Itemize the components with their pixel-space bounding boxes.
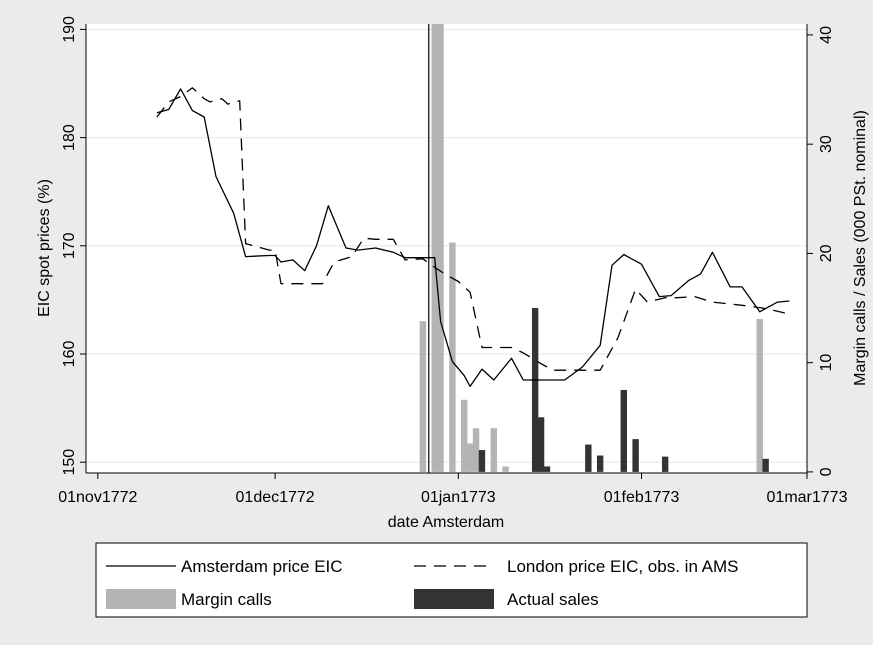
legend-label-london: London price EIC, obs. in AMS: [507, 557, 739, 576]
bar-margin-calls: [449, 242, 456, 472]
right-y-axis-title: Margin calls / Sales (000 PSt. nominal): [852, 110, 869, 386]
line-layer: [156, 87, 790, 388]
bar-actual-sales: [596, 455, 604, 472]
x-tick-label: 01feb1773: [604, 489, 680, 506]
bar-margin-calls: [756, 318, 763, 472]
bar-actual-sales: [620, 389, 627, 472]
y-left-tick-label: 160: [61, 341, 78, 368]
legend-swatch-actual-sales: [414, 589, 494, 609]
left-y-axis-title: EIC spot prices (%): [36, 179, 53, 317]
bar-margin-calls: [461, 399, 468, 472]
bar-actual-sales: [478, 450, 486, 472]
legend-swatch-margin-calls: [106, 589, 176, 609]
legend-label-actual-sales: Actual sales: [507, 590, 599, 609]
bar-actual-sales: [531, 308, 539, 472]
x-tick-label: 01nov1772: [58, 489, 137, 506]
x-tick-label: 01jan1773: [421, 489, 496, 506]
legend-label-margin-calls: Margin calls: [181, 590, 272, 609]
x-axis-title: date Amsterdam: [388, 514, 505, 531]
plot-area: [86, 24, 807, 473]
y-right-tick-label: 20: [818, 244, 835, 262]
bar-actual-sales: [661, 456, 669, 472]
bar-layer: [419, 24, 769, 472]
bar-actual-sales: [543, 466, 551, 472]
bar-margin-calls: [437, 24, 444, 472]
x-tick-label: 01mar1773: [767, 489, 848, 506]
bar-margin-calls: [419, 321, 427, 472]
bar-margin-calls: [431, 24, 438, 472]
bar-actual-sales: [585, 444, 592, 472]
y-left-tick-label: 180: [61, 124, 78, 151]
axes: [80, 24, 813, 479]
bar-actual-sales: [632, 439, 639, 472]
bar-margin-calls: [466, 443, 474, 472]
y-right-tick-label: 40: [818, 26, 835, 44]
bar-actual-sales: [537, 417, 545, 472]
gridlines: [86, 28, 807, 463]
bar-margin-calls: [502, 466, 509, 472]
bar-actual-sales: [762, 458, 769, 472]
left-y-tick-labels: 150 160 170 180 190: [61, 16, 78, 476]
series-line-london-price-eic-obs-in-ams: [156, 87, 790, 371]
legend-label-amsterdam: Amsterdam price EIC: [181, 557, 343, 576]
y-left-tick-label: 150: [61, 449, 78, 476]
y-right-tick-label: 30: [818, 135, 835, 153]
series-line-amsterdam-price-eic: [156, 88, 790, 388]
y-left-tick-label: 170: [61, 232, 78, 259]
bar-margin-calls: [490, 428, 497, 472]
x-tick-label: 01dec1772: [236, 489, 315, 506]
y-right-tick-label: 10: [818, 354, 835, 372]
y-left-tick-label: 190: [61, 16, 78, 43]
legend: Amsterdam price EIC London price EIC, ob…: [95, 542, 808, 618]
right-y-tick-labels: 0 10 20 30 40: [818, 26, 835, 476]
x-tick-labels: 01nov1772 01dec1772 01jan1773 01feb1773 01ma…: [58, 489, 847, 506]
bar-margin-calls: [472, 428, 480, 472]
y-right-tick-label: 0: [818, 467, 835, 476]
